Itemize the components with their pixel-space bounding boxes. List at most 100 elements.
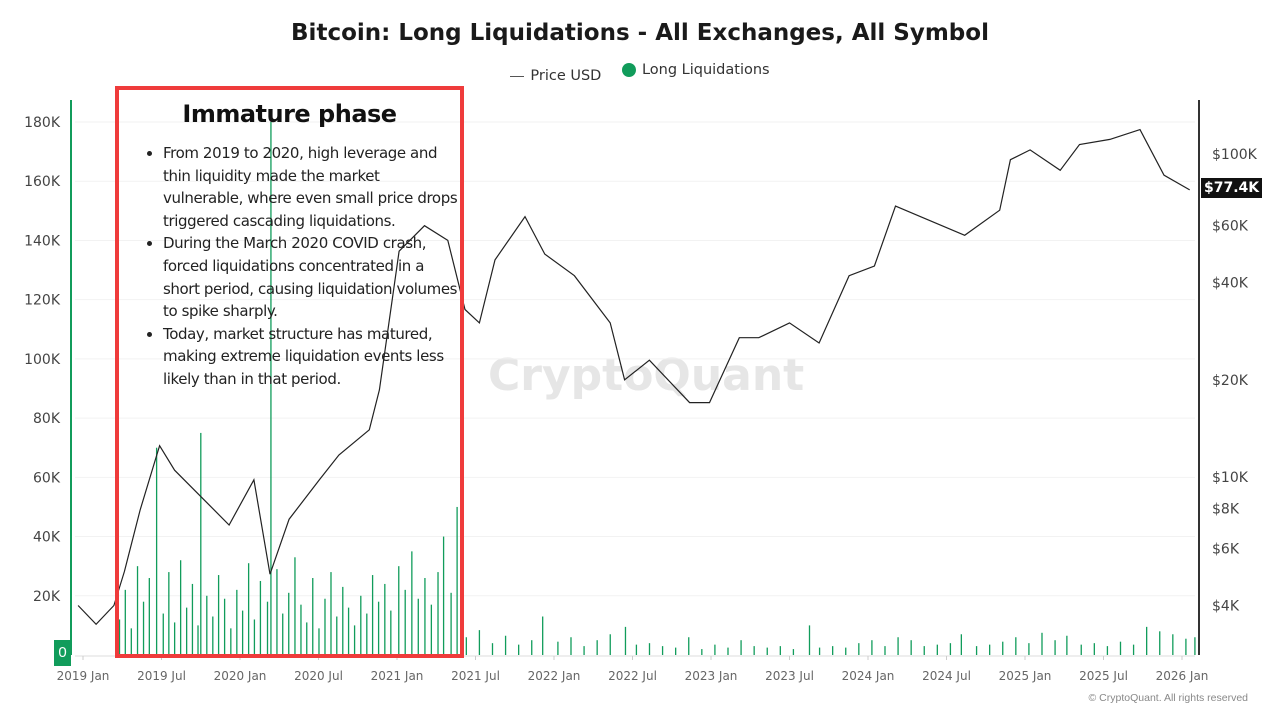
liquidation-bar [324, 598, 326, 655]
liquidation-bar [173, 622, 176, 655]
y-tick-label: 80K [33, 411, 61, 427]
liquidation-bar [1054, 640, 1056, 655]
liquidation-bar [1093, 643, 1095, 655]
liquidation-bar [661, 646, 664, 655]
liquidation-bar [282, 613, 284, 655]
liquidation-bar [347, 607, 350, 655]
y-tick-label: 120K [24, 293, 61, 309]
right-tick-label: $4K [1212, 599, 1240, 615]
liquidation-bar [223, 598, 226, 655]
liquidation-bar [635, 644, 638, 655]
liquidation-bar [155, 447, 158, 655]
liquidation-bar [206, 595, 208, 655]
y-tick-label: 180K [24, 115, 61, 131]
liquidation-bar [766, 647, 768, 655]
liquidation-bar [989, 644, 991, 655]
liquidation-bar [442, 536, 445, 655]
zero-badge: 0 [54, 640, 71, 666]
liquidation-bar [1002, 641, 1004, 655]
annotation-bullet: Today, market structure has matured, mak… [163, 323, 463, 391]
liquidation-bar [714, 644, 716, 655]
annotation-box: Immature phase From 2019 to 2020, high l… [115, 86, 464, 658]
liquidation-bar [411, 551, 413, 655]
liquidation-bar [570, 637, 572, 655]
x-tick-label: 2020 Jan [214, 669, 267, 683]
annotation-bullet: From 2019 to 2020, high leverage and thi… [163, 142, 463, 232]
y-tick-label: 140K [24, 233, 61, 249]
liquidation-bar [241, 610, 244, 655]
liquidation-bar [753, 646, 755, 655]
liquidation-bar [360, 595, 362, 655]
right-tick-label: $8K [1212, 501, 1240, 517]
x-tick-label: 2019 Jul [137, 669, 186, 683]
liquidation-bar [1015, 637, 1017, 655]
legend-label: Price USD [530, 68, 602, 85]
chart-title: Bitcoin: Long Liquidations - All Exchang… [291, 20, 989, 46]
liquidation-bar [424, 578, 426, 655]
liquidation-bar [949, 643, 952, 655]
liquidation-bar [300, 604, 302, 655]
x-tick-label: 2022 Jan [528, 669, 581, 683]
liquidation-bar [557, 641, 559, 655]
y-tick-label: 100K [24, 352, 61, 368]
liquidation-bar [960, 634, 962, 655]
liquidation-bar [366, 613, 368, 655]
right-tick-label: $20K [1212, 373, 1249, 389]
x-tick-label: 2026 Jan [1156, 669, 1209, 683]
x-tick-label: 2024 Jul [922, 669, 971, 683]
liquidation-bar [390, 610, 392, 655]
liquidation-bar [148, 578, 150, 655]
annotation-bullet: During the March 2020 COVID crash, force… [163, 232, 463, 322]
liquidation-bar [294, 557, 296, 655]
liquidation-bar [330, 572, 332, 655]
liquidation-bar [336, 616, 338, 655]
liquidation-bar [1041, 632, 1043, 655]
liquidation-bar [779, 646, 781, 655]
legend-item-price[interactable]: Price USD [510, 68, 601, 84]
liquidation-bar [342, 586, 344, 655]
liquidation-bar [259, 580, 262, 655]
x-tick-label: 2019 Jan [57, 669, 110, 683]
y-tick-label: 40K [33, 530, 61, 546]
current-price-badge: $77.4K [1201, 178, 1263, 198]
liquidation-bar [1028, 643, 1030, 655]
liquidation-bar [437, 572, 439, 655]
liquidation-bar [118, 619, 121, 655]
liquidation-bar [230, 628, 232, 655]
liquidation-bar [136, 566, 139, 655]
liquidation-bar [318, 628, 320, 655]
liquidation-bar [596, 640, 598, 655]
liquidation-bar [1119, 641, 1122, 655]
liquidation-bar [609, 634, 611, 655]
liquidation-bar [624, 626, 627, 655]
annotation-list: From 2019 to 2020, high leverage and thi… [141, 142, 463, 391]
line-marker-icon [510, 75, 525, 77]
copyright-footer: © CryptoQuant. All rights reserved [1088, 692, 1248, 704]
x-tick-label: 2025 Jul [1079, 669, 1128, 683]
x-tick-label: 2021 Jul [451, 669, 500, 683]
legend: Price USD Long Liquidations [0, 62, 1280, 84]
liquidation-bar [478, 630, 481, 655]
liquidation-bar [1080, 644, 1082, 655]
liquidation-bar [266, 601, 269, 655]
x-tick-label: 2020 Jul [294, 669, 343, 683]
liquidation-bar [727, 647, 729, 655]
liquidation-bar [897, 637, 899, 655]
liquidation-bar [312, 578, 314, 655]
x-tick-label: 2023 Jan [685, 669, 738, 683]
liquidation-bar [465, 637, 467, 655]
liquidation-bar [936, 644, 938, 655]
liquidation-bar [884, 646, 886, 655]
right-tick-label: $60K [1212, 219, 1249, 235]
legend-item-liquidations[interactable]: Long Liquidations [621, 62, 770, 78]
x-tick-label: 2024 Jan [842, 669, 895, 683]
legend-label: Long Liquidations [641, 62, 770, 78]
liquidation-bar [306, 622, 308, 655]
liquidation-bar [217, 575, 220, 655]
liquidation-bar [792, 649, 795, 655]
right-tick-label: $6K [1212, 542, 1240, 558]
liquidation-bar [491, 643, 494, 655]
liquidation-bar [1159, 631, 1161, 655]
right-tick-label: $100K [1212, 147, 1258, 163]
price-line [77, 128, 1190, 626]
